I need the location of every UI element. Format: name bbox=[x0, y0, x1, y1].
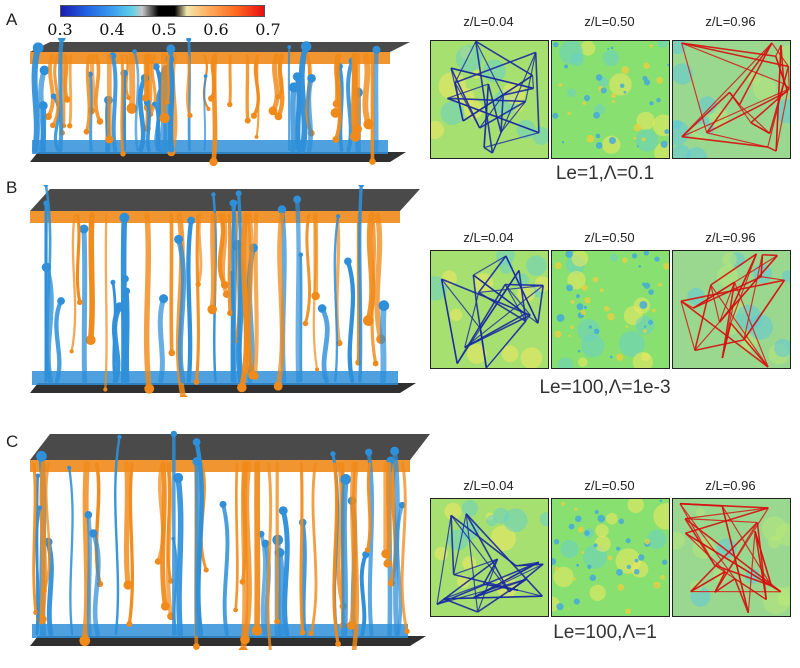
panel-letter-a: A bbox=[6, 10, 18, 29]
slice-label: z/L=0.50 bbox=[584, 478, 635, 493]
colorbar bbox=[60, 5, 265, 17]
slice-label: z/L=0.04 bbox=[463, 230, 514, 245]
colorbar-tick: 0.6 bbox=[203, 20, 229, 39]
colorbar-tick: 0.3 bbox=[47, 20, 73, 39]
slice-label: z/L=0.04 bbox=[463, 478, 514, 493]
slice-label: z/L=0.04 bbox=[463, 14, 514, 29]
colorbar-ticks: 0.3 0.4 0.5 0.6 0.7 bbox=[38, 20, 283, 40]
volume-render-b bbox=[30, 185, 420, 397]
slice-image bbox=[672, 498, 791, 617]
slice-image bbox=[430, 40, 549, 159]
slice-image bbox=[430, 250, 549, 369]
slice-image bbox=[430, 498, 549, 617]
slice-image bbox=[551, 250, 670, 369]
colorbar-tick: 0.4 bbox=[99, 20, 125, 39]
panel-letter-b: B bbox=[6, 178, 18, 197]
slice-label: z/L=0.96 bbox=[705, 14, 756, 29]
slice-label: z/L=0.96 bbox=[705, 478, 756, 493]
volume-render-c bbox=[30, 430, 430, 650]
slice-image bbox=[672, 40, 791, 159]
caption-b: Le=100,Λ=1e-3 bbox=[539, 377, 671, 398]
slice-label: z/L=0.50 bbox=[584, 230, 635, 245]
volume-render-a bbox=[30, 38, 410, 166]
slice-image bbox=[551, 498, 670, 617]
colorbar-tick: 0.7 bbox=[255, 20, 281, 39]
colorbar-tick: 0.5 bbox=[151, 20, 177, 39]
slice-image bbox=[672, 250, 791, 369]
slice-label: z/L=0.50 bbox=[584, 14, 635, 29]
caption-c: Le=100,Λ=1 bbox=[553, 622, 657, 643]
caption-a: Le=1,Λ=0.1 bbox=[555, 163, 655, 184]
slice-image bbox=[551, 40, 670, 159]
slice-label: z/L=0.96 bbox=[705, 230, 756, 245]
panel-letter-c: C bbox=[6, 432, 19, 451]
